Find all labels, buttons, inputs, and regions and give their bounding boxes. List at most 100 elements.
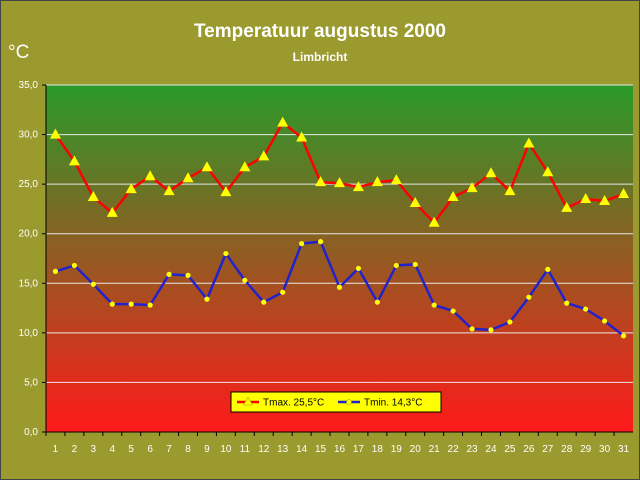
data-point-tmin [355, 265, 362, 272]
x-tick-label: 17 [353, 444, 365, 455]
x-tick-label: 2 [72, 444, 78, 455]
x-tick-label: 26 [523, 444, 535, 455]
data-point-tmin [90, 281, 96, 287]
data-point-tmin [71, 262, 78, 269]
data-point-tmin [507, 319, 513, 325]
data-point-tmax [163, 185, 175, 196]
data-point-tmin [583, 306, 589, 312]
data-point-tmax [125, 183, 137, 194]
data-point-tmin [620, 333, 627, 339]
data-point-tmin [166, 271, 172, 277]
data-point-tmax [182, 172, 194, 183]
data-point-tmax [334, 177, 345, 188]
x-tick-label: 23 [466, 444, 478, 455]
data-point-tmax [428, 216, 440, 227]
data-point-tmin [52, 268, 59, 274]
data-point-tmin [469, 326, 475, 332]
data-point-tmax [68, 155, 80, 166]
y-tick-label: 15,0 [19, 278, 39, 289]
x-tick-label: 10 [220, 444, 232, 455]
x-tick-label: 8 [185, 444, 191, 455]
x-tick-label: 1 [53, 444, 59, 455]
data-point-tmin [393, 262, 399, 269]
data-point-tmax [599, 194, 611, 205]
data-point-tmin [242, 277, 248, 283]
legend-marker-tmin [346, 399, 352, 405]
data-point-tmax [618, 188, 630, 199]
data-point-tmax [239, 161, 251, 172]
data-point-tmax [466, 182, 478, 193]
x-tick-label: 14 [296, 444, 308, 455]
data-point-tmin [317, 239, 324, 245]
data-point-tmin [299, 241, 305, 247]
data-point-tmax [296, 131, 308, 142]
data-point-tmax [106, 206, 118, 217]
data-point-tmax [315, 176, 327, 187]
x-tick-label: 9 [204, 444, 210, 455]
legend-label-1: Tmax. 25,5°C [263, 398, 324, 409]
x-tick-label: 4 [109, 444, 115, 455]
y-tick-label: 0,0 [24, 427, 38, 438]
x-tick-label: 19 [391, 444, 403, 455]
data-point-tmax [447, 191, 459, 202]
data-point-tmax [220, 186, 232, 197]
data-point-tmax [542, 166, 554, 177]
x-tick-label: 24 [485, 444, 497, 455]
y-axis-unit-label: °C [8, 42, 30, 63]
x-tick-label: 22 [448, 444, 460, 455]
x-tick-label: 5 [128, 444, 134, 455]
data-point-tmax [277, 116, 289, 127]
data-point-tmin [601, 318, 608, 324]
data-point-tmin [223, 250, 229, 257]
legend-marker-tmax [243, 396, 253, 406]
data-point-tmax [201, 161, 213, 172]
chart-subtitle: Limbricht [292, 50, 348, 64]
x-tick-label: 12 [258, 444, 270, 455]
data-point-tmin [526, 294, 532, 300]
x-tick-label: 3 [91, 444, 97, 455]
data-point-tmin [450, 308, 456, 314]
data-point-tmax [523, 137, 535, 148]
x-tick-label: 7 [166, 444, 172, 455]
y-tick-label: 30,0 [19, 130, 39, 141]
x-tick-label: 11 [240, 444, 251, 455]
x-tick-label: 27 [542, 444, 554, 455]
data-point-tmin [280, 289, 286, 295]
plot-area [46, 85, 633, 432]
data-point-tmax [352, 181, 364, 192]
data-point-tmin [545, 266, 551, 273]
x-tick-label: 15 [315, 444, 327, 455]
y-tick-label: 25,0 [19, 179, 39, 190]
x-tick-label: 20 [410, 444, 422, 455]
legend-label-2: Tmin. 14,3°C [364, 398, 422, 409]
data-point-tmax [87, 191, 99, 202]
x-tick-label: 25 [504, 444, 516, 455]
data-point-tmax [144, 170, 156, 181]
data-point-tmax [371, 176, 383, 187]
x-tick-label: 21 [429, 444, 441, 455]
x-tick-label: 16 [334, 444, 346, 455]
y-tick-label: 35,0 [19, 80, 39, 91]
data-point-tmax [485, 167, 497, 178]
x-tick-label: 18 [372, 444, 384, 455]
data-point-tmin [204, 296, 210, 302]
data-point-tmin [431, 302, 437, 308]
y-tick-label: 10,0 [19, 328, 39, 339]
x-tick-label: 13 [277, 444, 289, 455]
legend: Tmax. 25,5°C Tmin. 14,3°C [230, 391, 442, 413]
data-point-tmax [580, 193, 592, 204]
y-tick-label: 5,0 [24, 377, 38, 388]
data-point-tmin [185, 272, 191, 278]
data-point-tmin [488, 327, 494, 333]
data-point-tmin [374, 299, 380, 305]
data-point-tmax [258, 150, 270, 161]
y-tick-label: 20,0 [19, 229, 39, 240]
x-tick-label: 31 [618, 444, 630, 455]
x-tick-label: 6 [147, 444, 153, 455]
data-point-tmax [561, 201, 573, 212]
data-point-tmin [128, 301, 134, 307]
data-point-tmin [261, 299, 267, 305]
x-tick-label: 28 [561, 444, 573, 455]
x-tick-label: 30 [599, 444, 611, 455]
